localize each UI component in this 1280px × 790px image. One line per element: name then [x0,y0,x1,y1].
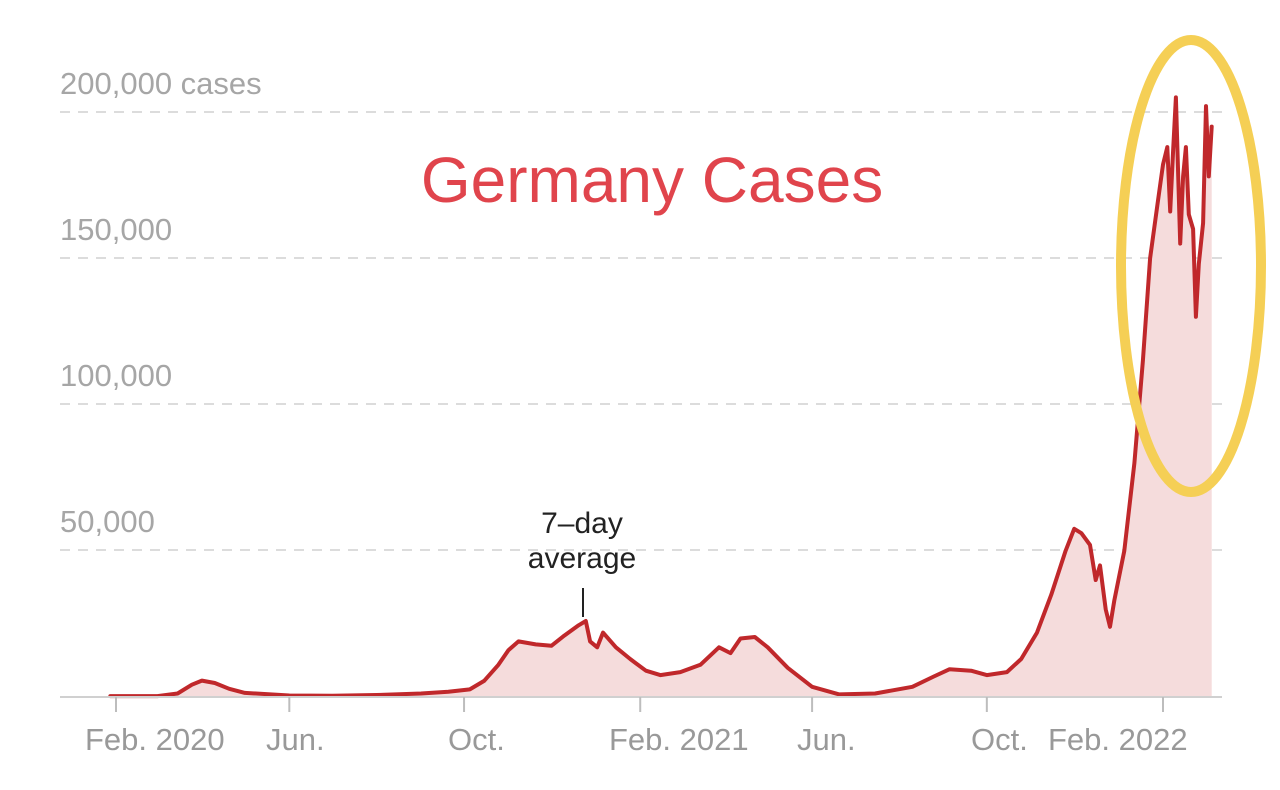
x-tick-label-feb-2022: Feb. 2022 [1048,722,1188,757]
annotation-label-line-1: 7–day [541,507,623,540]
x-tick-label-oct-2021: Oct. [971,722,1028,757]
y-tick-label-150000: 150,000 [60,212,172,247]
x-tick-label-feb-2021: Feb. 2021 [609,722,749,757]
x-tick-label-jun-2020: Jun. [266,722,325,757]
annotation-label-line-2: average [528,542,636,575]
x-tick-label-feb-2020: Feb. 2020 [85,722,225,757]
x-tick-label-oct-2020: Oct. [448,722,505,757]
y-tick-label-200000: 200,000 cases [60,66,262,101]
series-line [108,95,1214,699]
x-axis-ticks [115,697,1164,712]
chart-title: Germany Cases [421,144,883,216]
highlight-ellipse [1116,35,1266,497]
y-tick-label-100000: 100,000 [60,358,172,393]
series-area [110,97,1212,697]
x-tick-label-jun-2021: Jun. [797,722,856,757]
y-tick-label-50000: 50,000 [60,504,155,539]
